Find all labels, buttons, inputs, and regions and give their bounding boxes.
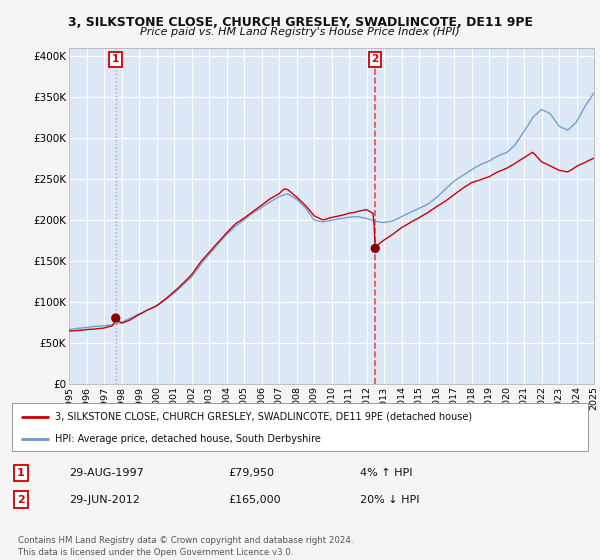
- Text: 2: 2: [371, 54, 379, 64]
- Text: 3, SILKSTONE CLOSE, CHURCH GRESLEY, SWADLINCOTE, DE11 9PE: 3, SILKSTONE CLOSE, CHURCH GRESLEY, SWAD…: [67, 16, 533, 29]
- Point: [370, 244, 380, 253]
- Text: 29-AUG-1997: 29-AUG-1997: [69, 468, 144, 478]
- Text: 20% ↓ HPI: 20% ↓ HPI: [360, 494, 419, 505]
- Text: £165,000: £165,000: [228, 494, 281, 505]
- Text: HPI: Average price, detached house, South Derbyshire: HPI: Average price, detached house, Sout…: [55, 434, 321, 444]
- Text: Price paid vs. HM Land Registry's House Price Index (HPI): Price paid vs. HM Land Registry's House …: [140, 27, 460, 37]
- Point: [111, 314, 121, 323]
- Text: 2: 2: [17, 494, 25, 505]
- Text: 3, SILKSTONE CLOSE, CHURCH GRESLEY, SWADLINCOTE, DE11 9PE (detached house): 3, SILKSTONE CLOSE, CHURCH GRESLEY, SWAD…: [55, 412, 472, 422]
- Text: 1: 1: [17, 468, 25, 478]
- Text: 29-JUN-2012: 29-JUN-2012: [69, 494, 140, 505]
- Text: £79,950: £79,950: [228, 468, 274, 478]
- Text: 4% ↑ HPI: 4% ↑ HPI: [360, 468, 413, 478]
- Text: Contains HM Land Registry data © Crown copyright and database right 2024.
This d: Contains HM Land Registry data © Crown c…: [18, 536, 353, 557]
- Text: 1: 1: [112, 54, 119, 64]
